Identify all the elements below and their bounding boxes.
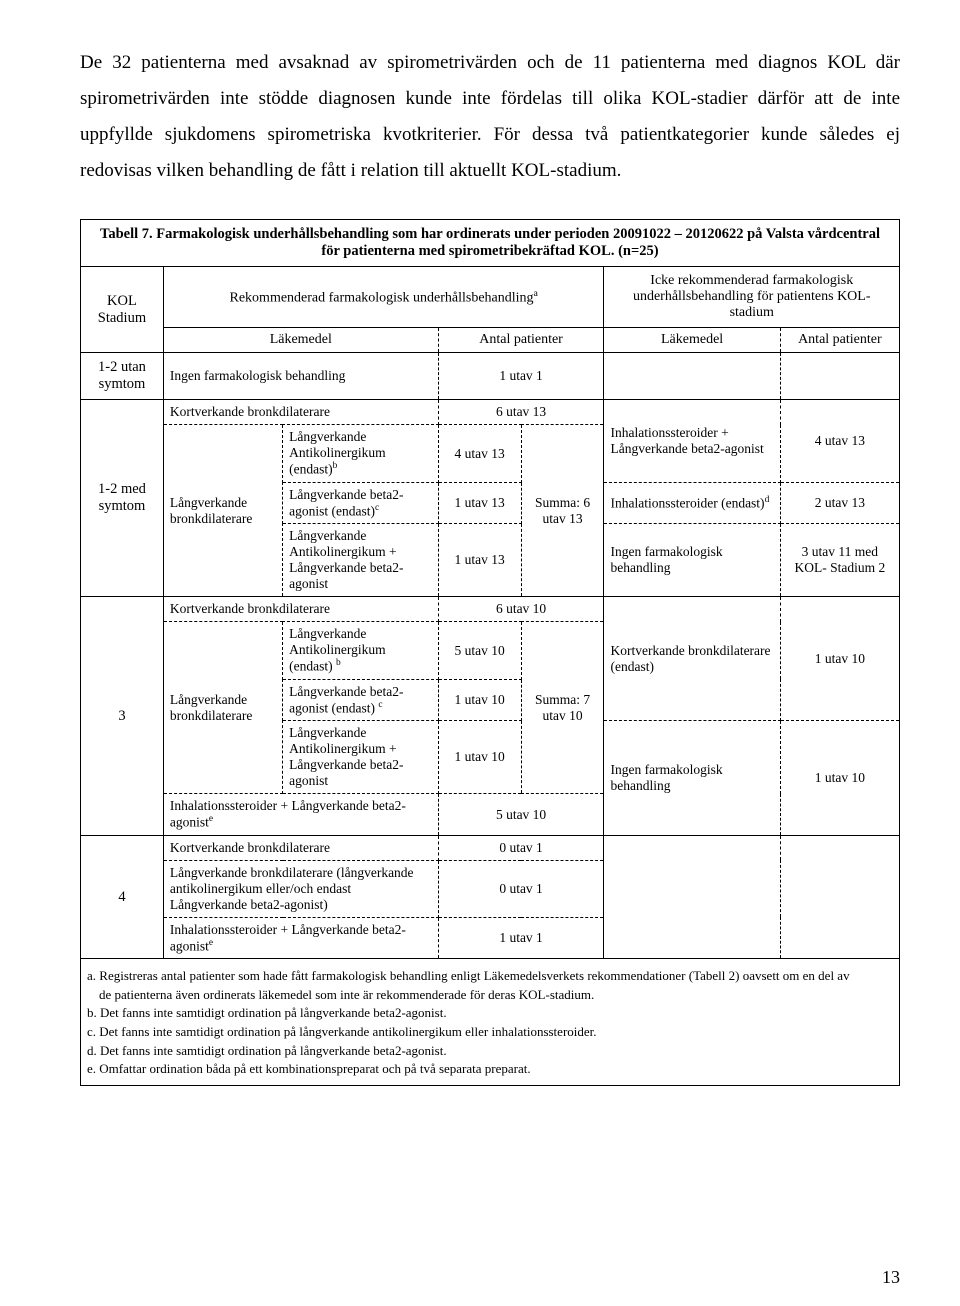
subheader-antal-right: Antal patienter: [780, 328, 899, 353]
stage3-nrec1-ant: 1 utav 10: [780, 597, 899, 721]
stage2-sub1: Långverkande Antikolinergikum (endast)b: [283, 425, 439, 483]
body-paragraph: De 32 patienterna med avsaknad av spirom…: [80, 45, 900, 189]
table-caption: Tabell 7. Farmakologisk underhållsbehand…: [81, 220, 900, 267]
footnote-a1: a. Registreras antal patienter som hade …: [87, 967, 893, 985]
stage4-kort: Kortverkande bronkdilaterare: [163, 835, 438, 860]
row-stage2-kort: 1-2 med symtom Kortverkande bronkdilater…: [81, 400, 900, 425]
row-stage3-kort: 3 Kortverkande bronkdilaterare 6 utav 10…: [81, 597, 900, 622]
stage2-label: 1-2 med symtom: [81, 400, 164, 597]
stage3-sub2: Långverkande beta2-agonist (endast) c: [283, 679, 439, 721]
stage2-kort-ant: 6 utav 13: [438, 400, 604, 425]
stage2-nrec1: Inhalationssteroider + Långverkande beta…: [604, 400, 780, 483]
stage2-nrec3: Ingen farmakologisk behandling: [604, 524, 780, 597]
stage2-sub2-ant: 1 utav 13: [438, 482, 521, 524]
stage3-inh: Inhalationssteroider + Långverkande beta…: [163, 794, 438, 836]
stage2-summa: Summa: 6 utav 13: [521, 425, 604, 597]
stage4-kort-ant: 0 utav 1: [438, 835, 604, 860]
footnote-c: c. Det fanns inte samtidigt ordination p…: [87, 1023, 893, 1041]
stage3-label: 3: [81, 597, 164, 836]
stage2-nrec1-ant: 4 utav 13: [780, 400, 899, 483]
stage3-nrec2-ant: 1 utav 10: [780, 721, 899, 836]
stage2-nrec2: Inhalationssteroider (endast)d: [604, 482, 780, 524]
stage3-sub3-ant: 1 utav 10: [438, 721, 521, 794]
header-rec-sup: a: [534, 288, 538, 299]
stage4-nrec-ant-empty: [780, 835, 899, 959]
stage4-lang: Långverkande bronkdilaterare (långverkan…: [163, 860, 438, 917]
footnote-a2: de patienterna även ordinerats läkemedel…: [87, 986, 893, 1004]
stage1-lak: Ingen farmakologisk behandling: [163, 353, 438, 400]
stage2-sub1-ant: 4 utav 13: [438, 425, 521, 483]
stage1-ant: 1 utav 1: [438, 353, 604, 400]
page-number: 13: [882, 1267, 900, 1288]
stage3-sub3: Långverkande Antikolinergikum + Långverk…: [283, 721, 439, 794]
row-stage1: 1-2 utan symtom Ingen farmakologisk beha…: [81, 353, 900, 400]
stage3-nrec1: Kortverkande bronkdilaterare (endast): [604, 597, 780, 721]
stage4-lang-ant: 0 utav 1: [438, 860, 604, 917]
footnotes-row: a. Registreras antal patienter som hade …: [81, 959, 900, 1085]
footnote-b: b. Det fanns inte samtidigt ordination p…: [87, 1004, 893, 1022]
table-subheader-row: Läkemedel Antal patienter Läkemedel Anta…: [81, 328, 900, 353]
row-stage4-kort: 4 Kortverkande bronkdilaterare 0 utav 1: [81, 835, 900, 860]
header-rec-text: Rekommenderad farmakologisk underhållsbe…: [230, 291, 534, 306]
stage1-label: 1-2 utan symtom: [81, 353, 164, 400]
footnote-e: e. Omfattar ordination båda på ett kombi…: [87, 1060, 893, 1078]
stage3-lang-label: Långverkande bronkdilaterare: [163, 622, 282, 794]
stage3-sub2-ant: 1 utav 10: [438, 679, 521, 721]
header-nrec: Icke rekommenderad farmakologisk underhå…: [604, 267, 900, 328]
subheader-lakemedel-left: Läkemedel: [163, 328, 438, 353]
stage1-nrec-ant-empty: [780, 353, 899, 400]
page-container: De 32 patienterna med avsaknad av spirom…: [0, 0, 960, 1306]
stage3-sub1-ant: 5 utav 10: [438, 622, 521, 680]
subheader-lakemedel-right: Läkemedel: [604, 328, 780, 353]
footnote-d: d. Det fanns inte samtidigt ordination p…: [87, 1042, 893, 1060]
header-stadium: KOL Stadium: [81, 267, 164, 353]
footnotes-cell: a. Registreras antal patienter som hade …: [81, 959, 900, 1085]
table-7: Tabell 7. Farmakologisk underhållsbehand…: [80, 219, 900, 1085]
stage3-kort: Kortverkande bronkdilaterare: [163, 597, 438, 622]
subheader-antal-left: Antal patienter: [438, 328, 604, 353]
stage3-nrec2: Ingen farmakologisk behandling: [604, 721, 780, 836]
stage2-sub3-ant: 1 utav 13: [438, 524, 521, 597]
stage2-sub2: Långverkande beta2-agonist (endast)c: [283, 482, 439, 524]
stage3-summa: Summa: 7 utav 10: [521, 622, 604, 794]
header-rec: Rekommenderad farmakologisk underhållsbe…: [163, 267, 604, 328]
stage4-inh: Inhalationssteroider + Långverkande beta…: [163, 917, 438, 959]
table-header-row: KOL Stadium Rekommenderad farmakologisk …: [81, 267, 900, 328]
stage3-kort-ant: 6 utav 10: [438, 597, 604, 622]
table-caption-row: Tabell 7. Farmakologisk underhållsbehand…: [81, 220, 900, 267]
stage4-nrec-empty: [604, 835, 780, 959]
stage2-lang-label: Långverkande bronkdilaterare: [163, 425, 282, 597]
stage2-sub3: Långverkande Antikolinergikum + Långverk…: [283, 524, 439, 597]
stage2-nrec2-ant: 2 utav 13: [780, 482, 899, 524]
stage3-sub1: Långverkande Antikolinergikum (endast) b: [283, 622, 439, 680]
stage2-nrec3-ant: 3 utav 11 med KOL- Stadium 2: [780, 524, 899, 597]
stage4-label: 4: [81, 835, 164, 959]
stage1-nrec-empty: [604, 353, 780, 400]
stage2-kort: Kortverkande bronkdilaterare: [163, 400, 438, 425]
stage3-inh-ant: 5 utav 10: [438, 794, 604, 836]
stage4-inh-ant: 1 utav 1: [438, 917, 604, 959]
